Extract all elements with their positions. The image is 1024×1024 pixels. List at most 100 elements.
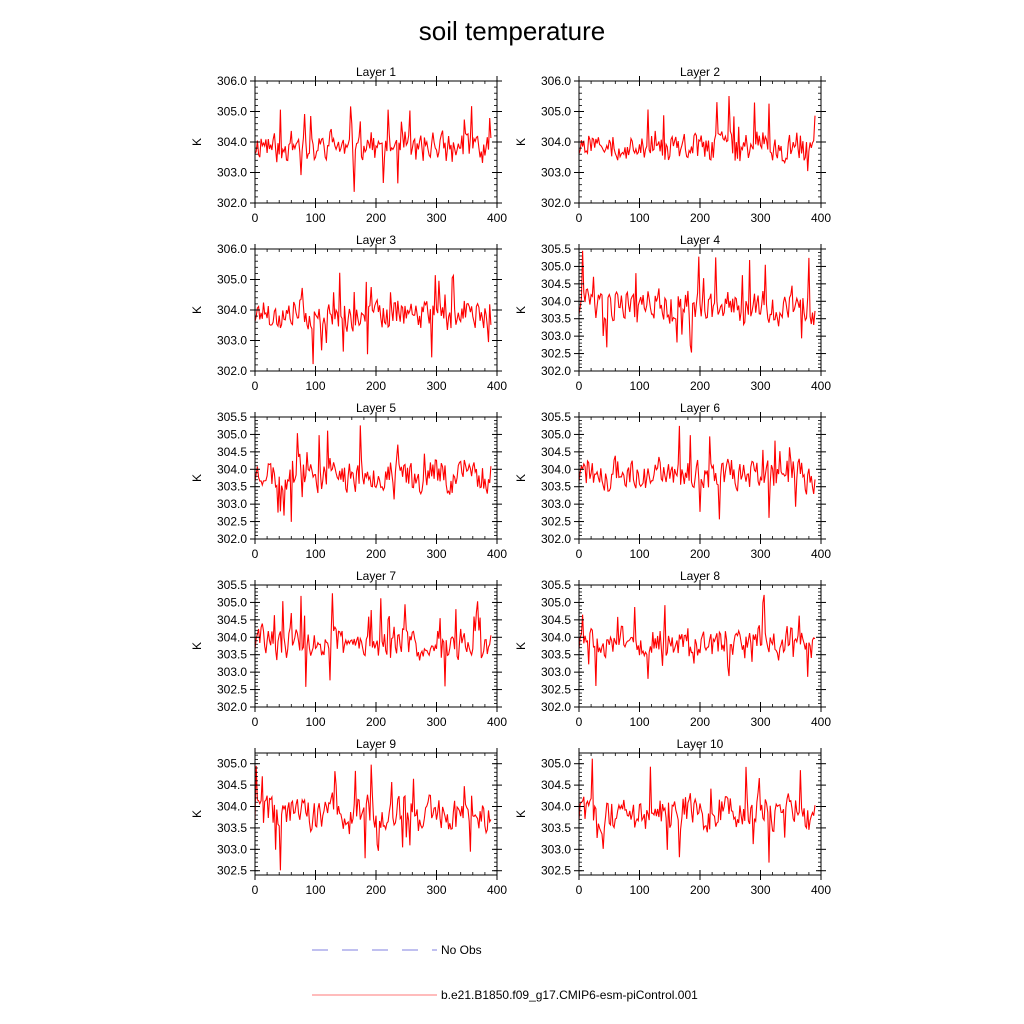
panel-2: Layer 2 K 302.0 303.0 304.0 305.0 306.0 0 100 200… — [514, 65, 831, 225]
plot-frame — [254, 80, 498, 204]
legend-label-model: b.e21.B1850.f09_g17.CMIP6-esm-piControl.… — [441, 988, 698, 1002]
x-tick-label: 0 — [252, 547, 259, 561]
y-tick-label: 304.0 — [217, 303, 247, 317]
y-tick-label: 302.5 — [541, 515, 571, 529]
y-tick-label: 305.5 — [217, 410, 247, 424]
plot-frame — [254, 248, 498, 372]
x-tick-label: 300 — [426, 211, 446, 225]
y-axis-label: K — [190, 810, 204, 818]
y-tick-label: 303.0 — [217, 334, 247, 348]
x-tick-label: 400 — [811, 547, 831, 561]
y-tick-label: 305.0 — [217, 757, 247, 771]
panel-title: Layer 3 — [356, 233, 396, 247]
y-tick-label: 305.5 — [541, 578, 571, 592]
chart-title: soil temperature — [419, 16, 605, 46]
y-tick-label: 304.0 — [541, 462, 571, 476]
x-tick-label: 100 — [305, 211, 325, 225]
y-tick-label: 304.5 — [541, 445, 571, 459]
y-tick-label: 305.0 — [217, 105, 247, 119]
y-axis-label: K — [514, 474, 528, 482]
y-tick-label: 304.5 — [541, 277, 571, 291]
x-tick-label: 200 — [366, 547, 386, 561]
y-tick-label: 304.5 — [217, 445, 247, 459]
y-tick-label: 302.0 — [541, 364, 571, 378]
y-tick-label: 303.0 — [217, 166, 247, 180]
panel-title: Layer 10 — [677, 737, 724, 751]
x-tick-label: 400 — [487, 883, 507, 897]
x-tick-label: 400 — [487, 379, 507, 393]
x-tick-label: 200 — [690, 715, 710, 729]
panel-4: Layer 4 K 302.0 302.5 303.0 303.5 304.0 304.5 30… — [514, 233, 831, 393]
y-tick-label: 303.0 — [541, 665, 571, 679]
x-tick-label: 300 — [750, 379, 770, 393]
x-tick-label: 0 — [576, 883, 583, 897]
x-tick-label: 400 — [811, 211, 831, 225]
series-line — [254, 272, 492, 365]
y-axis-label: K — [514, 138, 528, 146]
series-line — [578, 758, 816, 863]
plot-frame — [578, 80, 822, 204]
panel-6: Layer 6 K 302.0 302.5 303.0 303.5 304.0 304.5 30… — [514, 401, 831, 561]
x-tick-label: 100 — [305, 715, 325, 729]
x-tick-label: 100 — [629, 211, 649, 225]
x-tick-label: 300 — [426, 379, 446, 393]
x-tick-label: 0 — [576, 211, 583, 225]
x-tick-label: 0 — [576, 547, 583, 561]
y-tick-label: 303.5 — [217, 648, 247, 662]
panel-title: Layer 1 — [356, 65, 396, 79]
x-tick-label: 0 — [252, 715, 259, 729]
series-line — [254, 425, 492, 522]
y-tick-label: 305.0 — [541, 757, 571, 771]
y-tick-label: 303.0 — [217, 497, 247, 511]
panel-title: Layer 6 — [680, 401, 720, 415]
y-tick-label: 305.5 — [541, 410, 571, 424]
x-tick-label: 300 — [426, 715, 446, 729]
y-tick-label: 303.0 — [217, 665, 247, 679]
y-tick-label: 302.5 — [541, 347, 571, 361]
y-tick-label: 304.0 — [541, 294, 571, 308]
series-line — [254, 106, 492, 192]
x-tick-label: 0 — [252, 379, 259, 393]
panels: Layer 1 K 302.0 303.0 304.0 305.0 306.0 0 100 200… — [190, 65, 831, 897]
y-tick-label: 304.5 — [217, 778, 247, 792]
x-tick-label: 300 — [426, 883, 446, 897]
x-tick-label: 400 — [811, 379, 831, 393]
x-tick-label: 0 — [252, 883, 259, 897]
y-tick-label: 302.5 — [217, 683, 247, 697]
y-tick-label: 303.0 — [217, 842, 247, 856]
x-tick-label: 200 — [366, 379, 386, 393]
x-tick-label: 200 — [690, 379, 710, 393]
y-tick-label: 304.0 — [541, 630, 571, 644]
y-tick-label: 302.0 — [217, 700, 247, 714]
y-tick-label: 305.5 — [541, 242, 571, 256]
x-tick-label: 400 — [487, 211, 507, 225]
x-tick-label: 100 — [305, 883, 325, 897]
panel-10: Layer 10 K 302.5 303.0 303.5 304.0 304.5 305.0 0… — [514, 737, 831, 897]
panel-title: Layer 2 — [680, 65, 720, 79]
y-tick-label: 302.5 — [541, 864, 571, 878]
x-tick-label: 300 — [750, 883, 770, 897]
panel-1: Layer 1 K 302.0 303.0 304.0 305.0 306.0 0 100 200… — [190, 65, 507, 225]
x-tick-label: 200 — [366, 715, 386, 729]
x-tick-label: 100 — [629, 715, 649, 729]
series-line — [578, 594, 816, 687]
y-tick-label: 302.0 — [541, 196, 571, 210]
y-tick-label: 303.0 — [541, 497, 571, 511]
series-line — [254, 593, 492, 687]
x-tick-label: 100 — [629, 547, 649, 561]
y-tick-label: 302.5 — [541, 683, 571, 697]
panel-title: Layer 5 — [356, 401, 396, 415]
y-tick-label: 305.0 — [541, 427, 571, 441]
y-tick-label: 306.0 — [541, 74, 571, 88]
x-tick-label: 200 — [690, 211, 710, 225]
y-tick-label: 305.0 — [541, 595, 571, 609]
series-line — [578, 425, 816, 520]
y-tick-label: 304.0 — [217, 135, 247, 149]
panel-title: Layer 4 — [680, 233, 720, 247]
y-tick-label: 305.5 — [217, 578, 247, 592]
y-axis-label: K — [514, 642, 528, 650]
y-tick-label: 305.0 — [541, 259, 571, 273]
x-tick-label: 0 — [576, 379, 583, 393]
legend-label-no-obs: No Obs — [441, 943, 482, 957]
